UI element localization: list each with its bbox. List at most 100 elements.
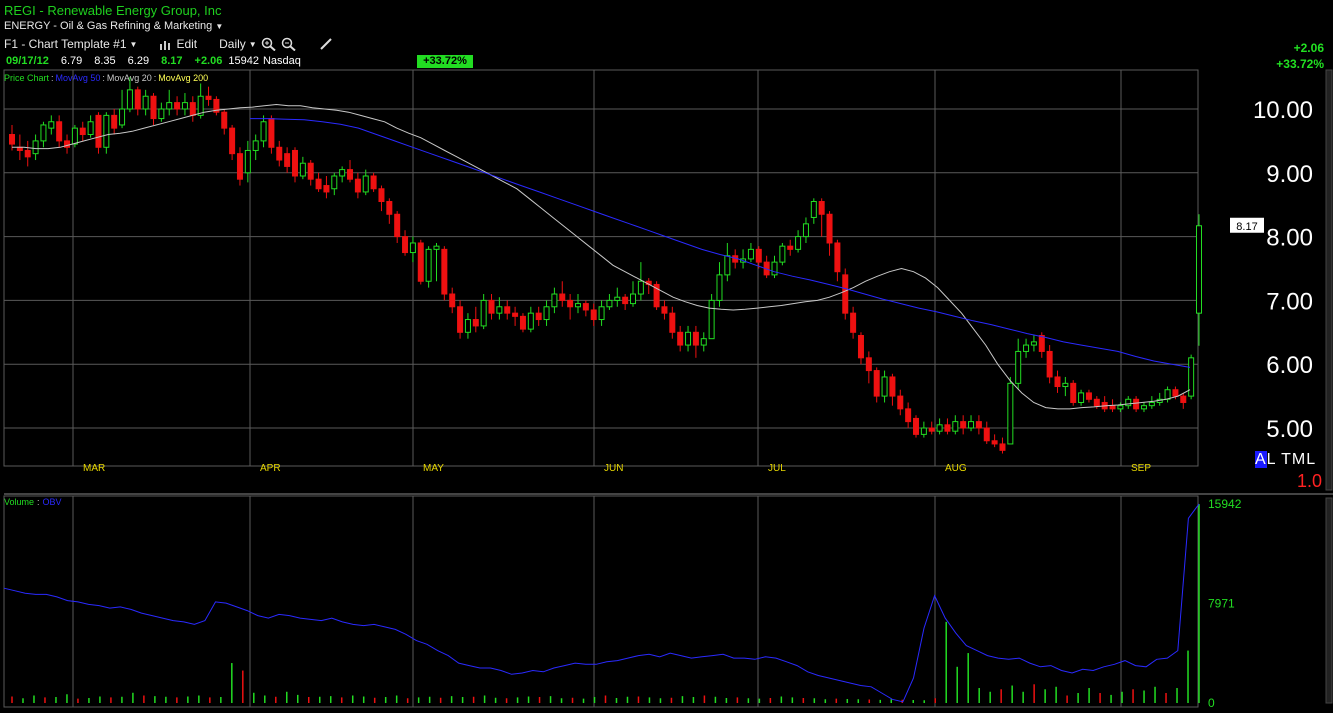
candle-body [244,149,251,174]
candle-body [331,175,338,190]
candle-body [409,242,416,254]
candle-body [433,245,440,250]
candle-body [32,140,39,155]
candle-body [252,140,259,151]
candle-body [1172,389,1179,397]
candle-body [598,306,605,321]
template-dropdown[interactable]: F1 - Chart Template #1 ▼ [4,37,137,51]
month-label: AUG [945,463,967,474]
candle-body [574,303,581,308]
draw-tool-button[interactable] [319,37,333,51]
candle-body [126,89,133,110]
candle-body [56,121,63,142]
zoom-out-button[interactable] [281,37,297,51]
legend-ma200[interactable]: MovAvg 200 [158,73,209,83]
candle-body [535,312,542,321]
candle-body [755,248,762,263]
candle-body [291,149,298,177]
candle-body [299,162,306,177]
candle-body [889,376,896,397]
candle-body [1062,382,1069,388]
candle-body [394,213,401,238]
timeframe-a[interactable]: A [1255,451,1267,468]
price-scrollbar[interactable] [1325,69,1333,491]
candle-body [512,312,519,317]
candle-body [181,102,188,110]
period-label: Daily [219,37,246,51]
ma50-line [250,118,1191,368]
zoom-value: 1.0 [1297,471,1323,491]
candle-body [928,427,935,432]
candle-body [307,162,314,180]
month-label: SEP [1131,463,1151,474]
candle-body [527,312,534,330]
candle-body [653,283,660,308]
timeframe-selector: AL TML [1255,451,1316,469]
price-tick-label: 5.00 [1266,416,1313,443]
candle-body [1093,398,1100,407]
period-dropdown[interactable]: Daily ▼ [219,37,257,51]
candle-body [276,146,283,161]
candle-body [897,395,904,410]
candle-body [111,114,118,129]
candle-body [174,102,181,110]
legend-obv[interactable]: OBV [42,497,62,507]
candle-body [779,245,786,263]
timeframe-m[interactable]: M [1291,451,1307,468]
candle-body [150,95,157,120]
candle-body [952,421,959,432]
timeframe-l[interactable]: L [1266,451,1276,468]
legend-ma20[interactable]: MovAvg 20 [106,73,152,83]
candle-body [449,293,456,308]
candle-body [1078,392,1085,403]
percent-change-badge: +33.72% [417,55,473,68]
candle-body [1188,357,1195,397]
chart-title: REGI - Renewable Energy Group, Inc [4,3,222,18]
volume-tick-label: 15942 [1208,497,1242,511]
zoom-in-button[interactable] [261,37,277,51]
candle-body [1180,395,1187,403]
candle-body [480,299,487,327]
candle-body [189,102,196,116]
industry-dropdown[interactable]: ENERGY - Oil & Gas Refining & Marketing … [4,20,223,32]
candle-body [87,121,94,136]
timeframe-l2[interactable]: L [1306,451,1317,468]
candle-body [1148,401,1155,407]
legend-volume[interactable]: Volume [4,497,35,507]
candle-body [1007,382,1014,445]
candle-body [826,213,833,244]
candle-body [1164,389,1171,400]
candle-body [991,440,998,445]
price-legend: Price Chart: MovAvg 50: MovAvg 20: MovAv… [4,73,209,83]
candle-body [370,175,377,190]
legend-price-chart[interactable]: Price Chart [4,73,50,83]
candle-body [213,98,220,113]
candle-body [999,443,1006,451]
last-price-box [1230,217,1264,233]
right-change: +2.06 [1293,41,1324,55]
quote-date: 09/17/12 [6,55,49,67]
candle-body [559,293,566,301]
candle-body [166,102,173,110]
candle-body [700,338,707,346]
legend-ma50[interactable]: MovAvg 50 [55,73,101,83]
timeframe-t[interactable]: T [1281,451,1292,468]
candle-body [71,127,78,145]
candle-body [315,178,322,190]
candle-body [716,274,723,301]
candle-body [119,108,126,126]
edit-button[interactable]: Edit [159,37,197,51]
candle-body [362,175,369,193]
candle-body [614,296,621,301]
quote-volume: 15942 [228,55,259,67]
pencil-icon [320,38,332,50]
candle-body [637,280,644,295]
candle-body [630,293,637,305]
candle-body [983,427,990,442]
candle-body [9,134,15,145]
volume-scrollbar[interactable] [1325,497,1333,704]
candle-body [417,242,424,282]
quote-change: +2.06 [194,55,223,67]
candle-body [221,111,228,129]
